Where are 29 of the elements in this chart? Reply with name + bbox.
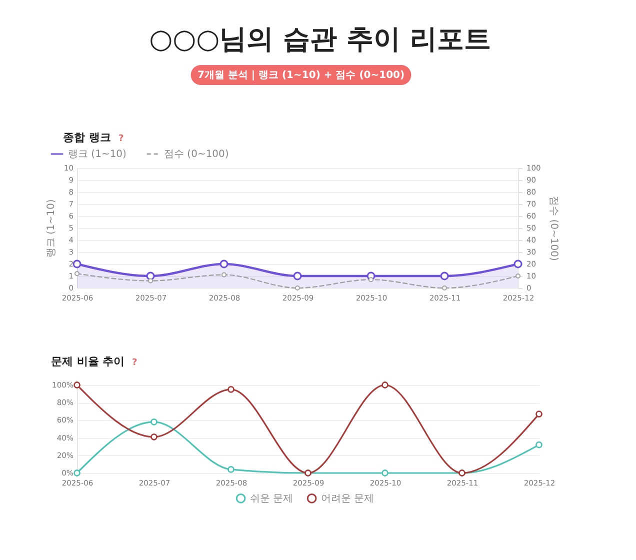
point (228, 466, 234, 473)
point (442, 286, 447, 290)
text: 7개월 분석 | 랭크 (1~10) + 점수 (0~100) (197, 70, 405, 81)
point (536, 441, 542, 448)
legend-label: 어려운 문제 (320, 493, 374, 504)
chart-title: 종합 랭크 (63, 131, 111, 144)
point (536, 410, 542, 418)
point (382, 470, 388, 476)
point (74, 271, 80, 276)
chart-title: 문제 비율 추이 (51, 355, 125, 368)
point (222, 272, 226, 278)
legend-label: 쉬운 문제 (250, 493, 293, 504)
point (295, 286, 300, 290)
legend-label: 점수 (0~100) (164, 149, 229, 160)
point (74, 382, 80, 388)
point (150, 418, 158, 426)
point (382, 382, 388, 388)
point (516, 274, 520, 278)
point (150, 433, 158, 440)
y-axis-title: 랭크 (1~10) (46, 199, 57, 258)
text: ? (132, 358, 138, 368)
point (148, 278, 153, 284)
text: ? (118, 134, 124, 144)
point (368, 277, 374, 282)
legend-label: 랭크 (1~10) (68, 149, 127, 160)
point (228, 386, 234, 393)
point (74, 470, 80, 476)
y2-axis-title: 점수 (0~100) (548, 196, 559, 261)
text: ○○○님의 습관 추이 리포트 (149, 24, 491, 55)
